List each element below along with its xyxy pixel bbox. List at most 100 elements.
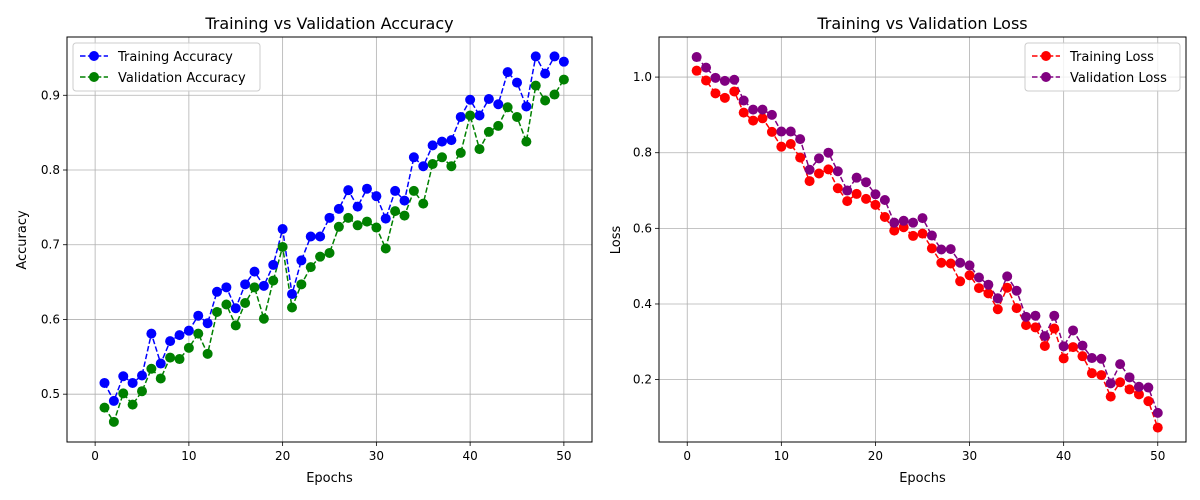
grid-lines	[67, 37, 592, 442]
data-point	[493, 120, 504, 131]
data-point	[455, 147, 466, 158]
data-point	[1133, 381, 1144, 392]
data-point	[851, 188, 862, 199]
data-point	[936, 244, 947, 255]
data-point	[277, 241, 288, 252]
data-point	[333, 203, 344, 214]
data-point	[502, 102, 513, 113]
data-point	[530, 51, 541, 62]
x-tick-label: 40	[1056, 449, 1071, 463]
data-point	[221, 282, 232, 293]
data-point	[202, 348, 213, 359]
data-point	[240, 279, 251, 290]
data-point	[521, 101, 532, 112]
data-point	[549, 89, 560, 100]
data-point	[823, 147, 834, 158]
data-point	[1152, 407, 1163, 418]
data-point	[137, 370, 147, 381]
data-point	[701, 75, 712, 86]
data-point	[1049, 310, 1060, 321]
data-point	[1030, 310, 1041, 321]
x-axis-label: Epochs	[306, 471, 353, 486]
data-point	[333, 221, 344, 232]
data-point	[437, 152, 447, 163]
data-point	[1058, 341, 1069, 352]
data-point	[146, 328, 157, 339]
data-point	[992, 304, 1003, 315]
data-point	[889, 217, 900, 228]
data-point	[936, 257, 947, 268]
data-point	[1021, 311, 1032, 322]
data-point	[427, 159, 438, 170]
data-point	[1143, 396, 1154, 407]
data-point	[127, 399, 138, 410]
legend-label-validation: Validation Accuracy	[118, 71, 246, 86]
data-point	[390, 185, 401, 196]
data-point	[268, 275, 279, 286]
data-point	[362, 183, 372, 194]
data-point	[249, 282, 260, 293]
data-point	[955, 257, 966, 268]
axis-ticks: 0 10 20 30 40 50 0.5 0.6 0.7 0.8 0.9	[41, 88, 572, 463]
data-point	[842, 196, 853, 207]
data-point	[193, 310, 204, 321]
data-point	[165, 352, 176, 363]
data-point	[530, 80, 541, 91]
data-point	[474, 110, 485, 121]
data-point	[108, 395, 119, 406]
x-tick-label: 20	[868, 449, 883, 463]
data-point	[399, 195, 410, 206]
x-tick-label: 10	[774, 449, 789, 463]
data-point	[474, 144, 485, 155]
data-point	[879, 212, 890, 222]
data-point	[183, 342, 194, 353]
data-point	[861, 193, 872, 204]
data-point	[1152, 422, 1163, 433]
data-point	[813, 153, 824, 164]
data-point	[174, 330, 185, 341]
data-point	[1030, 322, 1041, 333]
y-tick-label: 1.0	[633, 70, 652, 84]
data-point	[1077, 351, 1088, 362]
y-tick-label: 0.6	[41, 312, 60, 326]
data-point	[926, 243, 937, 254]
data-point	[973, 272, 984, 283]
data-point	[776, 126, 787, 137]
x-tick-label: 30	[369, 449, 384, 463]
data-point	[1115, 377, 1126, 388]
data-point	[766, 126, 777, 137]
data-point	[390, 206, 401, 217]
data-point	[983, 279, 994, 290]
data-point	[1039, 331, 1050, 342]
data-point	[1086, 353, 1097, 364]
y-tick-label: 0.7	[41, 238, 60, 252]
data-point	[315, 251, 326, 262]
data-point	[240, 298, 251, 309]
data-point	[879, 194, 890, 205]
data-point	[1086, 368, 1097, 379]
data-point	[691, 65, 702, 76]
data-point	[973, 283, 984, 294]
data-point	[155, 358, 166, 369]
data-point	[277, 224, 288, 235]
data-point	[917, 213, 928, 224]
data-point	[955, 276, 966, 287]
data-point	[118, 371, 129, 382]
y-axis-label: Accuracy	[15, 210, 30, 270]
data-point	[1105, 391, 1116, 402]
data-point	[719, 92, 730, 103]
x-tick-label: 0	[91, 449, 99, 463]
data-point	[558, 56, 569, 67]
data-point	[427, 140, 438, 151]
data-point	[352, 220, 363, 231]
data-point	[701, 62, 712, 73]
data-point	[446, 161, 457, 172]
data-point	[99, 402, 110, 413]
plot-frame	[66, 36, 593, 443]
data-point	[1115, 359, 1126, 370]
data-point	[287, 289, 297, 300]
data-point	[776, 141, 787, 152]
x-tick-label: 30	[962, 449, 977, 463]
data-point	[418, 161, 429, 172]
data-point	[324, 212, 335, 223]
